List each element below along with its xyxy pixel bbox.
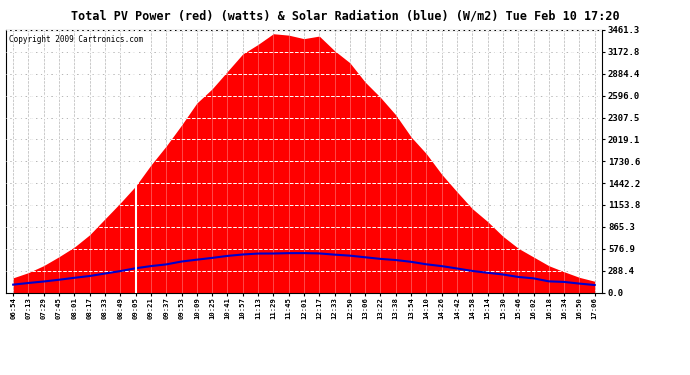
Text: Copyright 2009 Cartronics.com: Copyright 2009 Cartronics.com bbox=[8, 35, 143, 44]
Text: Total PV Power (red) (watts) & Solar Radiation (blue) (W/m2) Tue Feb 10 17:20: Total PV Power (red) (watts) & Solar Rad… bbox=[70, 9, 620, 22]
